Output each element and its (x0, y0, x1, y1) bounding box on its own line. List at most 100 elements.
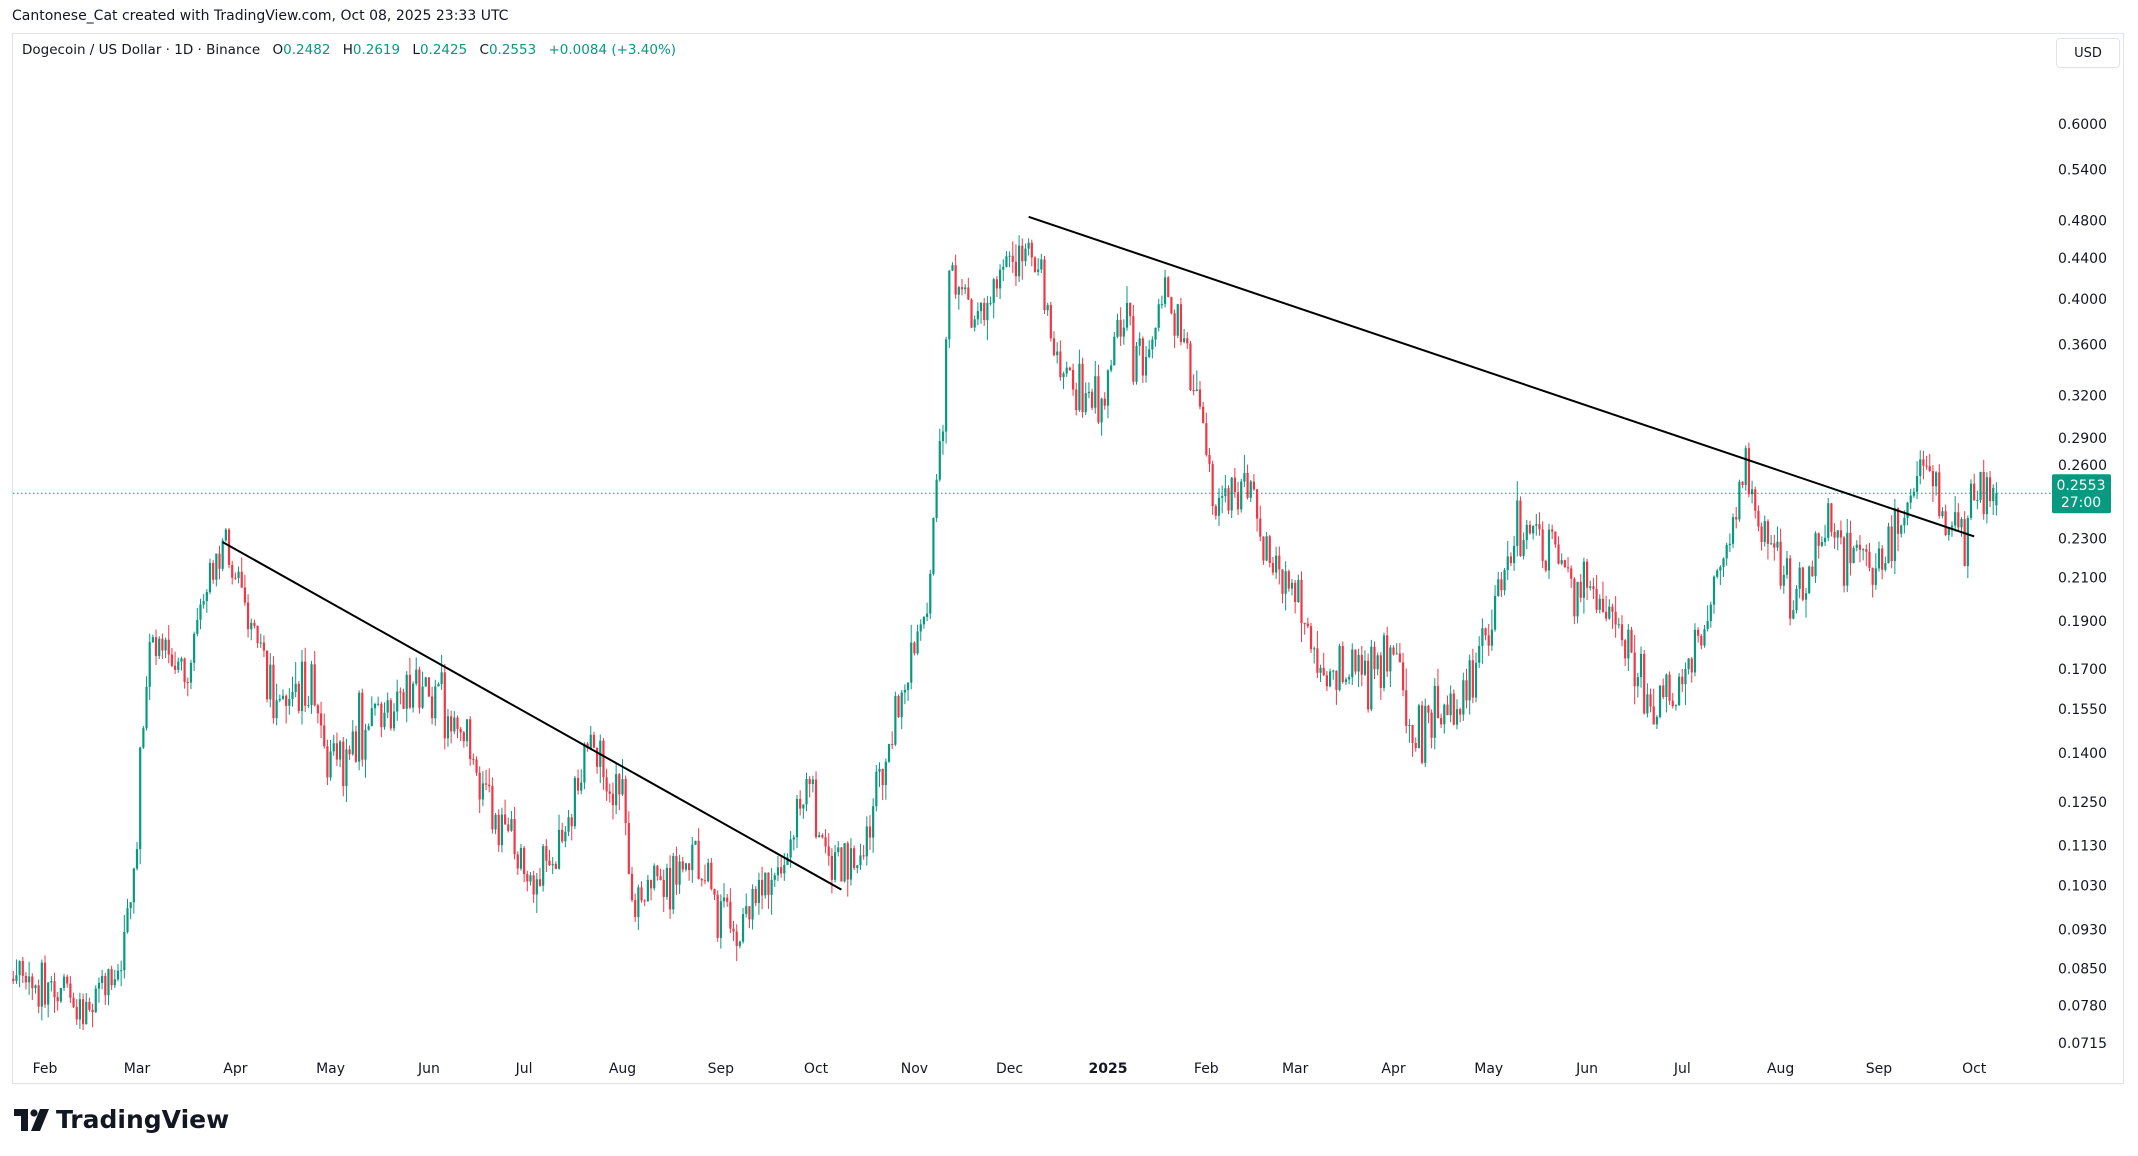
candle-body (576, 777, 580, 791)
candle (548, 850, 551, 866)
candle-body (967, 287, 970, 300)
candle (1348, 674, 1351, 685)
candle-body (1716, 570, 1719, 577)
candle-body (40, 962, 43, 1007)
candle-body (1611, 606, 1614, 612)
candle-body (1598, 598, 1601, 610)
candle (659, 868, 662, 881)
candle (1516, 481, 1519, 557)
candle-body (1725, 545, 1728, 559)
candle-body (1325, 675, 1328, 687)
candle-body (1309, 626, 1313, 650)
candle (954, 254, 957, 299)
time-tick-label: Nov (901, 1061, 928, 1077)
candle-body (1731, 517, 1735, 544)
candle-body (1846, 532, 1849, 586)
time-tick-label: Mar (1282, 1061, 1309, 1077)
candle (97, 977, 101, 1003)
candle (1354, 649, 1357, 675)
candle-body (491, 786, 494, 830)
candle-body (1963, 519, 1966, 567)
candle (427, 677, 431, 698)
candle-body (161, 638, 164, 651)
candle-body (722, 897, 726, 902)
candle (1750, 480, 1754, 504)
candle-body (799, 798, 802, 809)
candle-body (1065, 367, 1068, 374)
candle-body (957, 287, 960, 295)
candle (1582, 557, 1586, 614)
candle-body (180, 658, 183, 662)
candle-body (732, 928, 735, 932)
candle-body (1189, 343, 1192, 391)
candle (221, 538, 224, 572)
candle (1525, 519, 1528, 550)
candle (697, 828, 700, 880)
candle-body (1351, 649, 1354, 678)
candle (703, 864, 707, 885)
candle (120, 960, 123, 987)
candle (1960, 517, 1963, 537)
candle (456, 715, 459, 739)
candle-body (1275, 555, 1278, 573)
candle-body (281, 695, 285, 699)
candle (1614, 596, 1617, 638)
candle (269, 653, 272, 708)
candle-body (1922, 459, 1925, 466)
candle (1922, 450, 1925, 480)
candle (1763, 515, 1766, 547)
candle-body (513, 818, 516, 855)
candle-body (887, 744, 891, 762)
candle-body (875, 771, 878, 807)
candle-body (116, 970, 120, 980)
candle-body (1135, 345, 1138, 382)
candle-body (1668, 674, 1671, 701)
tradingview-logo[interactable]: TradingView (14, 1105, 229, 1134)
candle (1557, 536, 1560, 565)
candle (1322, 652, 1325, 677)
candle-body (1430, 712, 1433, 738)
candle (475, 756, 478, 776)
candle-body (519, 848, 523, 869)
candle-body (472, 759, 475, 761)
candle-body (1592, 586, 1595, 590)
currency-button[interactable]: USD (2056, 38, 2120, 68)
candle-body (862, 855, 865, 857)
candle-body (843, 843, 846, 882)
candle-body (392, 711, 396, 729)
candle-body (1221, 496, 1224, 498)
symbol-name[interactable]: Dogecoin / US Dollar · 1D · Binance (22, 42, 261, 58)
candle-body (1081, 363, 1084, 413)
candle-body (1595, 589, 1598, 610)
candle-body (748, 906, 751, 920)
high-label: H (342, 42, 353, 58)
candle (1233, 467, 1236, 498)
candle-body (361, 692, 364, 760)
candle (1662, 678, 1665, 700)
candle-body (567, 817, 570, 832)
candle-body (1005, 256, 1008, 267)
candle (1240, 478, 1243, 513)
candle-body (1500, 579, 1503, 591)
candle-body (446, 716, 450, 739)
candle-body (1300, 579, 1303, 623)
candle-body (1227, 488, 1230, 511)
candle (1144, 345, 1148, 383)
candle-body (1471, 660, 1474, 698)
candle-body (884, 761, 887, 786)
candle-body (1516, 500, 1519, 546)
candle (1731, 513, 1735, 549)
candle (212, 560, 215, 584)
candle-body (1823, 537, 1827, 543)
price-axis: 0.6000 0.5400 0.4800 0.4400 0.4000 0.3600 0.32… (2052, 117, 2111, 1052)
candle (1376, 652, 1379, 676)
candle-body (1541, 529, 1544, 561)
candle-body (399, 691, 402, 693)
candle (878, 762, 881, 788)
candle (1938, 464, 1941, 519)
candle (21, 956, 24, 984)
candle-body (910, 642, 913, 683)
candle-body (1868, 551, 1871, 568)
candle-body (1167, 277, 1170, 298)
